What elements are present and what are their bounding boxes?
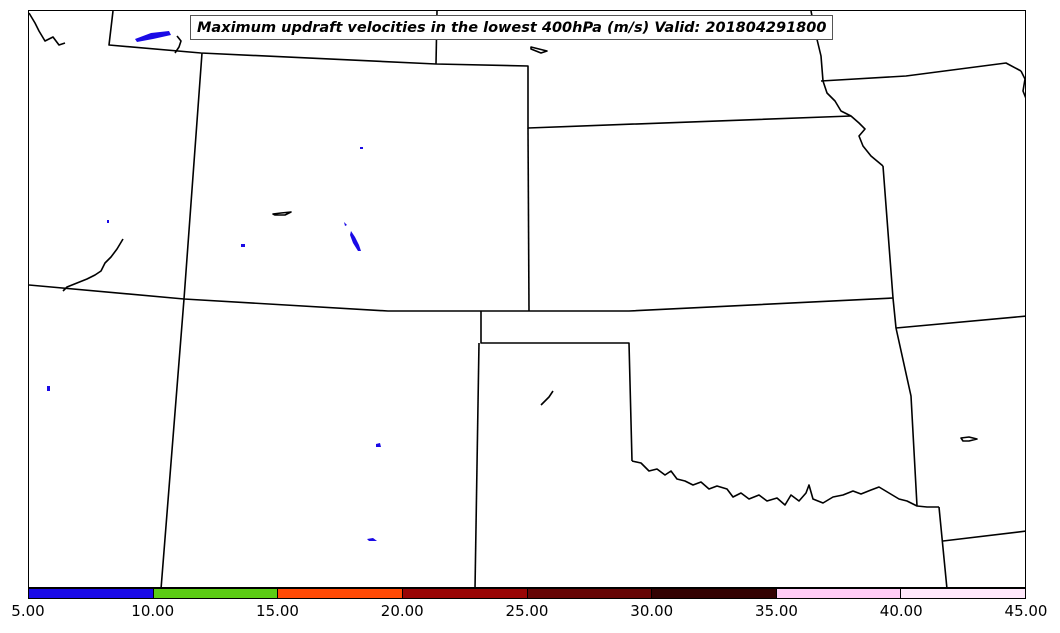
colorbar-tick-label: 20.00 (380, 602, 424, 620)
boundary-missouri-arkansas (895, 315, 1025, 329)
river-montana (174, 35, 182, 54)
boundary-missouri-north (820, 62, 1022, 82)
colorbar-tick-label: 25.00 (505, 602, 549, 620)
colorbar-segment (278, 589, 403, 598)
colorbar-tick-label: 15.00 (256, 602, 299, 620)
map-canvas (29, 11, 1025, 587)
colorbar-segment (776, 589, 902, 598)
colorbar-tick-label: 40.00 (879, 602, 923, 620)
colorbar-tick-label: 5.00 (11, 602, 45, 620)
red-river-border (631, 460, 939, 508)
mississippi-river-border (1020, 70, 1025, 99)
updraft-patch (360, 147, 363, 149)
boundary-texas-arkansas (938, 506, 948, 587)
boundary-colorado-kansas (527, 127, 530, 312)
colorbar-segment (901, 589, 1025, 598)
map-panel (28, 10, 1026, 588)
coast-northwest (29, 12, 66, 46)
lake-shape-1 (530, 46, 548, 54)
boundary-wyoming-colorado (29, 284, 894, 312)
updraft-patch (367, 538, 377, 541)
updraft-patch (47, 386, 50, 391)
river-utah (62, 238, 124, 292)
map-title: Maximum updraft velocities in the lowest… (190, 15, 834, 40)
colorbar-tick-labels: 5.00 10.00 15.00 20.00 25.00 30.00 35.00 40.00 4… (0, 600, 1060, 630)
colorbar-segment (652, 589, 777, 598)
river-nm (540, 390, 554, 406)
boundary-arkansas-louisiana (942, 530, 1025, 542)
updraft-patch (344, 222, 347, 226)
colorbar-tick-label: 30.00 (630, 602, 674, 620)
colorbar-tick-label: 10.00 (131, 602, 175, 620)
colorbar-segment (29, 589, 154, 598)
boundary-idaho-wyoming (160, 52, 203, 587)
boundary-oklahoma-panhandle (480, 311, 633, 462)
updraft-patch (107, 220, 109, 223)
lake-shape-3 (960, 436, 978, 442)
lake-shape-2 (272, 211, 292, 216)
colorbar-segment (153, 589, 279, 598)
colorbar-segment (527, 589, 653, 598)
boundary-kansas-missouri (882, 165, 918, 507)
colorbar-tick-label: 45.00 (1004, 602, 1048, 620)
updraft-patch (241, 244, 245, 247)
colorbar (28, 588, 1026, 599)
colorbar-tick-label: 35.00 (755, 602, 798, 620)
updraft-patch (376, 443, 381, 447)
missouri-river-border (810, 11, 884, 167)
updraft-patch (350, 231, 361, 251)
boundary-new-mexico-texas (474, 342, 480, 587)
colorbar-segment (402, 589, 528, 598)
updraft-patch (135, 31, 171, 42)
